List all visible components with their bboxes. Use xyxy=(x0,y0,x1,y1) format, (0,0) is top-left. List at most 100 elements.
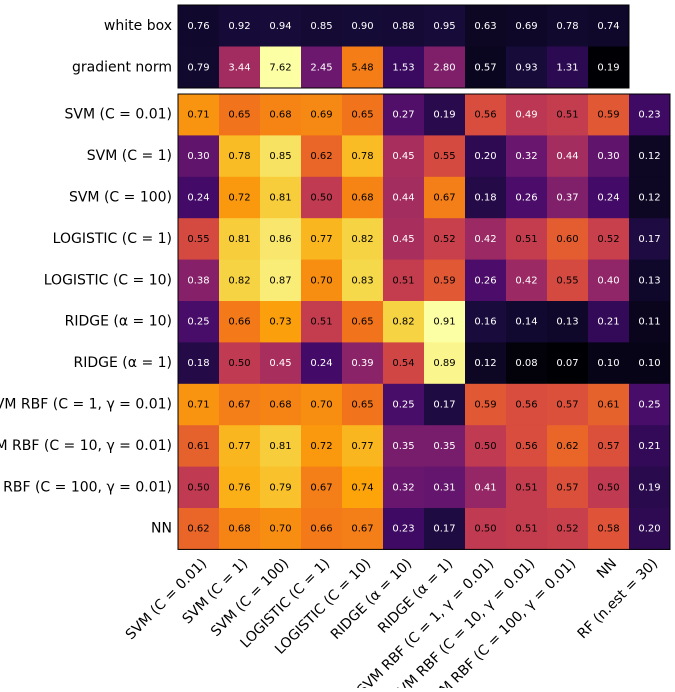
heatmap-cell xyxy=(178,5,220,47)
heatmap-cell xyxy=(219,46,261,89)
cell-value: 0.57 xyxy=(556,482,578,493)
heatmap-frame xyxy=(177,93,671,550)
heatmap-cell xyxy=(178,301,220,343)
heatmap-cell xyxy=(219,218,261,261)
cell-value: 0.13 xyxy=(556,317,578,328)
cell-value: 0.74 xyxy=(597,21,619,32)
heatmap-cell xyxy=(219,508,261,550)
heatmap-cell xyxy=(301,508,343,550)
cell-value: 0.56 xyxy=(474,110,496,121)
cell-value: 0.67 xyxy=(351,524,373,535)
cell-value: 0.59 xyxy=(597,110,619,121)
cell-value: 0.08 xyxy=(515,358,537,369)
cell-value: 0.51 xyxy=(556,110,578,121)
cell-value: 5.48 xyxy=(351,62,373,73)
cell-value: 0.51 xyxy=(392,275,414,286)
cell-value: 0.26 xyxy=(515,193,537,204)
cell-value: 0.61 xyxy=(187,441,209,452)
heatmap-cell xyxy=(301,135,343,178)
cell-value: 0.78 xyxy=(351,151,373,162)
cell-value: 0.68 xyxy=(351,193,373,204)
heatmap-cell xyxy=(178,508,220,550)
cell-value: 0.67 xyxy=(228,400,250,411)
cell-value: 0.55 xyxy=(187,234,209,245)
cell-value: 0.49 xyxy=(515,110,537,121)
heatmap-cell xyxy=(342,301,384,343)
heatmap-cell xyxy=(383,135,425,178)
heatmap-cell xyxy=(629,259,671,302)
cell-value: 0.20 xyxy=(474,151,496,162)
cell-value: 0.92 xyxy=(228,21,250,32)
cell-value: 0.90 xyxy=(351,21,373,32)
heatmap-cell xyxy=(342,466,384,509)
heatmap-cell xyxy=(260,383,302,426)
heatmap-cell xyxy=(178,342,220,385)
heatmap-cell xyxy=(219,383,261,426)
cell-value: 0.78 xyxy=(556,21,578,32)
cell-value: 0.76 xyxy=(228,482,250,493)
heatmap-cell xyxy=(588,466,630,509)
heatmap-cell xyxy=(424,218,466,261)
cell-value: 0.88 xyxy=(392,21,414,32)
heatmap-cell xyxy=(424,94,466,136)
cell-value: 0.72 xyxy=(228,193,250,204)
heatmap-cell xyxy=(342,94,384,136)
heatmap-cell xyxy=(547,5,589,47)
heatmap-cell xyxy=(465,301,507,343)
cell-value: 0.07 xyxy=(556,358,578,369)
heatmap-cell xyxy=(547,94,589,136)
heatmap-cell xyxy=(506,259,548,302)
cell-value: 0.62 xyxy=(310,151,332,162)
heatmap-cell xyxy=(383,301,425,343)
heatmap-cell xyxy=(547,383,589,426)
heatmap-cell xyxy=(629,301,671,343)
heatmap-cell xyxy=(547,135,589,178)
heatmap-cell xyxy=(342,5,384,47)
cell-value: 0.50 xyxy=(228,358,250,369)
cell-value: 0.91 xyxy=(433,317,455,328)
cell-value: 0.52 xyxy=(433,234,455,245)
heatmap-cell xyxy=(629,135,671,178)
cell-value: 0.78 xyxy=(228,151,250,162)
cell-value: 0.56 xyxy=(515,400,537,411)
cell-value: 0.70 xyxy=(310,275,332,286)
cell-value: 0.73 xyxy=(269,317,291,328)
heatmap-cell xyxy=(383,94,425,136)
heatmap-cell xyxy=(506,425,548,468)
row-label: NN xyxy=(151,521,172,537)
cell-value: 0.95 xyxy=(433,21,455,32)
cell-value: 0.77 xyxy=(310,234,332,245)
heatmap-cell xyxy=(588,425,630,468)
heatmap-cell xyxy=(629,342,671,385)
heatmap-cell xyxy=(301,5,343,47)
cell-value: 0.71 xyxy=(187,400,209,411)
heatmap-cell xyxy=(342,425,384,468)
cell-value: 0.72 xyxy=(310,441,332,452)
heatmap-cell xyxy=(383,259,425,302)
cell-value: 0.11 xyxy=(638,317,660,328)
heatmap-cell xyxy=(588,342,630,385)
cell-value: 0.24 xyxy=(187,193,209,204)
cell-value: 0.17 xyxy=(433,400,455,411)
heatmap-cell xyxy=(588,218,630,261)
cell-value: 3.44 xyxy=(228,62,250,73)
heatmap-cell xyxy=(506,94,548,136)
cell-value: 7.62 xyxy=(269,62,291,73)
heatmap-cell xyxy=(588,135,630,178)
heatmap-cell xyxy=(506,508,548,550)
heatmap-cell xyxy=(219,342,261,385)
heatmap-cell xyxy=(178,425,220,468)
row-label: RIDGE (α = 1) xyxy=(74,355,172,371)
heatmap-cell xyxy=(629,218,671,261)
heatmap-cell xyxy=(260,94,302,136)
cell-value: 0.41 xyxy=(474,482,496,493)
cell-value: 0.45 xyxy=(269,358,291,369)
heatmap-cell xyxy=(260,342,302,385)
cell-value: 0.19 xyxy=(597,62,619,73)
cell-value: 0.18 xyxy=(187,358,209,369)
heatmap-cell xyxy=(383,425,425,468)
cell-value: 0.51 xyxy=(515,482,537,493)
heatmap-cell xyxy=(424,46,466,89)
cell-value: 0.54 xyxy=(392,358,414,369)
heatmap-cell xyxy=(301,383,343,426)
